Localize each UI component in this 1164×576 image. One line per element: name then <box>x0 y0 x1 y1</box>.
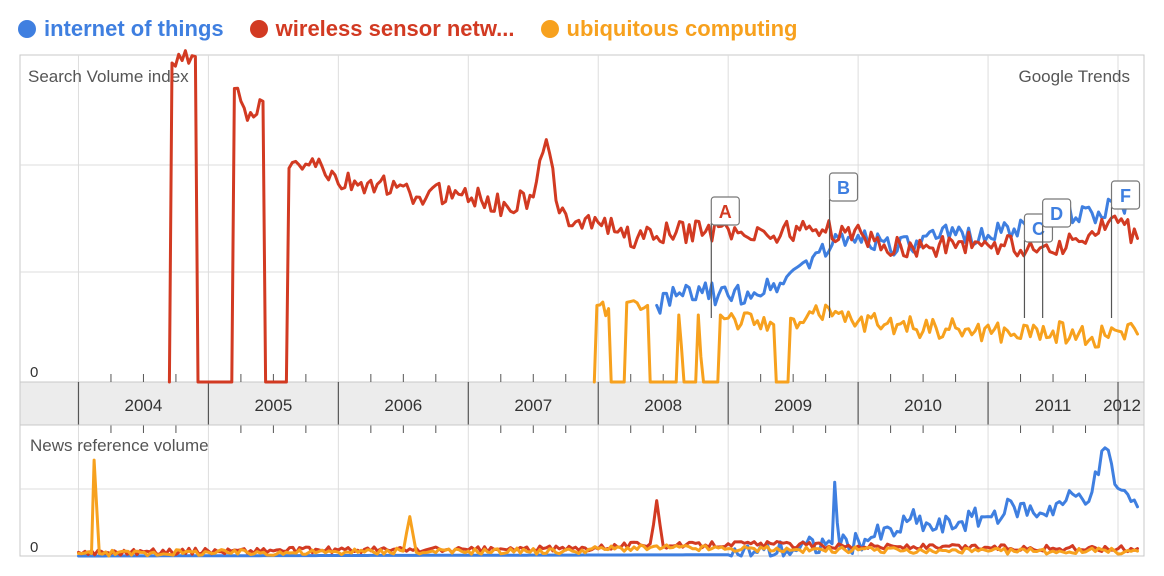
x-tick-label: 2005 <box>254 396 292 415</box>
legend-item[interactable]: ubiquitous computing <box>540 16 798 42</box>
series-line <box>77 446 1139 558</box>
x-tick-label: 2007 <box>514 396 552 415</box>
annotation-label: A <box>719 202 732 222</box>
x-tick-label: 2011 <box>1035 396 1072 415</box>
annotation-flag <box>1110 180 1141 210</box>
legend-dot-icon <box>249 20 268 38</box>
top-zero-label: 0 <box>30 364 38 381</box>
annotation-flag <box>1042 198 1072 228</box>
google-trends-watermark: Google Trends <box>1018 67 1130 86</box>
series-line <box>592 299 1139 384</box>
x-tick-label: 2009 <box>774 396 812 415</box>
bottom-zero-label: 0 <box>30 539 38 556</box>
legend-dot-icon <box>540 20 559 38</box>
annotation-flag <box>710 196 740 226</box>
x-tick-label: 2008 <box>644 396 682 415</box>
legend-item[interactable]: wireless sensor netw... <box>249 16 515 42</box>
annotation-label: D <box>1050 204 1063 224</box>
series-line <box>77 499 1139 557</box>
x-tick-label: 2010 <box>904 396 942 415</box>
annotation-label: F <box>1120 186 1131 206</box>
annotation-label: B <box>837 178 850 198</box>
top-panel-frame <box>19 54 1145 383</box>
series-line <box>77 458 1139 558</box>
annotation-label: C <box>1032 219 1045 239</box>
legend-dot-icon <box>18 20 36 38</box>
bottom-panel-title: News reference volume <box>30 436 209 455</box>
x-tick-label: 2004 <box>125 396 163 415</box>
legend-label: wireless sensor netw... <box>275 16 515 41</box>
top-panel-title: Search Volume index <box>28 67 189 86</box>
annotation-flag <box>828 172 859 202</box>
legend-item[interactable]: internet of things <box>18 16 224 42</box>
legend-label: internet of things <box>44 16 224 41</box>
legend: internet of things wireless sensor netw..… <box>18 12 797 46</box>
legend-label: ubiquitous computing <box>566 16 798 41</box>
x-tick-label: 2006 <box>384 396 422 415</box>
time-axis-band <box>19 381 1145 426</box>
x-tick-label: 2012 <box>1103 396 1141 415</box>
series-line <box>167 49 1139 384</box>
